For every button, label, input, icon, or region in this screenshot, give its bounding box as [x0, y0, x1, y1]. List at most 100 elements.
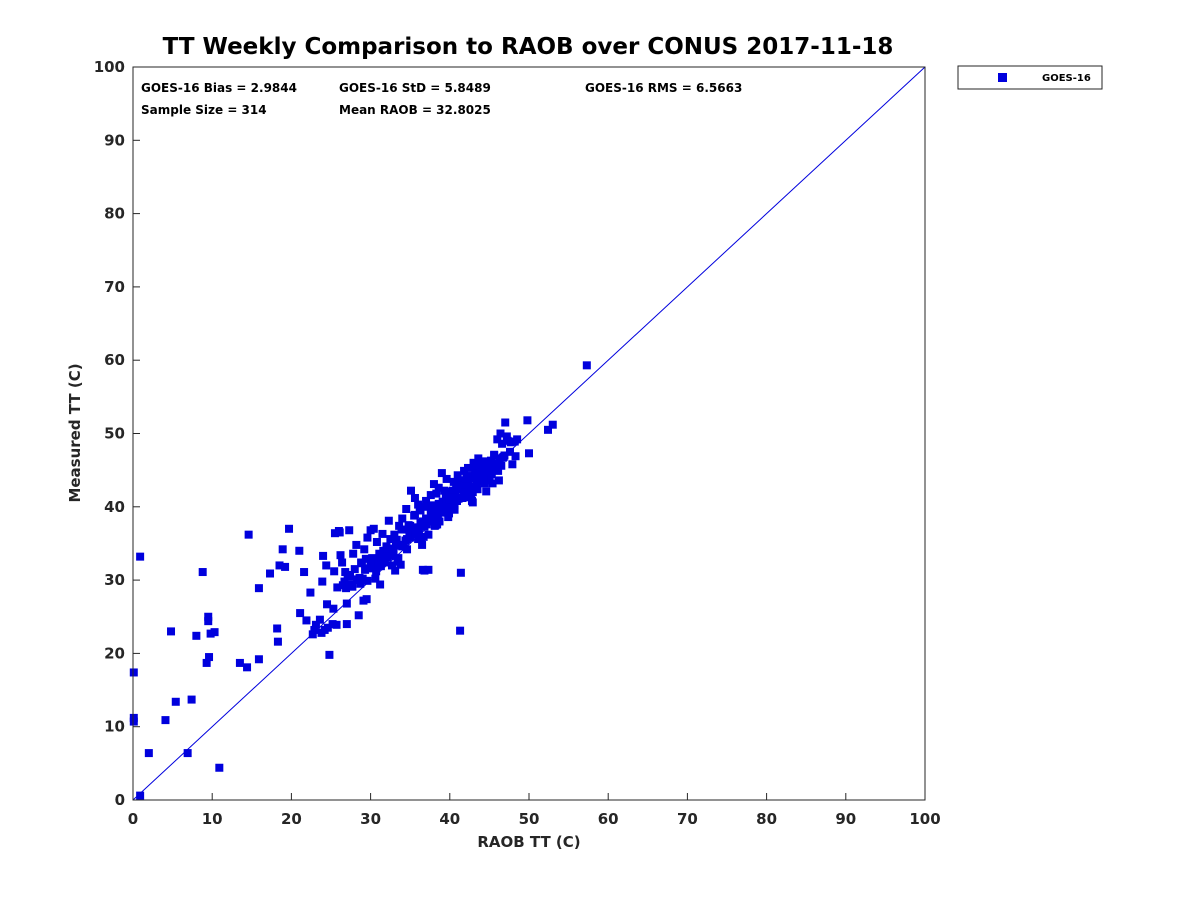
data-point — [382, 552, 391, 561]
data-point — [386, 535, 395, 544]
data-point — [336, 551, 345, 560]
data-point — [418, 540, 427, 549]
data-point — [456, 476, 465, 485]
data-point — [421, 502, 430, 511]
data-point — [434, 483, 443, 492]
y-tick-label: 10 — [104, 718, 125, 736]
data-point — [281, 562, 290, 571]
data-point — [342, 599, 351, 608]
data-point — [392, 535, 401, 544]
data-point — [161, 716, 170, 725]
data-point — [322, 561, 331, 570]
data-point — [474, 454, 483, 463]
data-point — [340, 577, 349, 586]
data-point — [422, 514, 431, 523]
data-point — [418, 565, 427, 574]
data-point — [411, 530, 420, 539]
x-axis-label: RAOB TT (C) — [477, 833, 580, 851]
data-point — [464, 463, 473, 472]
y-tick-label: 80 — [104, 205, 125, 223]
data-point — [424, 565, 433, 574]
data-point — [445, 495, 454, 504]
data-point — [424, 530, 433, 539]
data-point — [468, 498, 477, 507]
data-point — [215, 763, 224, 772]
data-point — [434, 499, 443, 508]
data-point — [210, 628, 219, 637]
data-point — [378, 529, 387, 538]
data-point — [500, 451, 509, 460]
legend-marker-goes-16 — [998, 73, 1007, 82]
data-point — [511, 452, 520, 461]
data-point — [361, 554, 370, 563]
data-point — [445, 508, 454, 517]
data-point — [494, 466, 503, 475]
x-axis-ticks: 0 10 20 30 40 50 60 70 80 90 100 — [128, 793, 941, 828]
x-tick-label: 40 — [439, 810, 460, 828]
data-point — [454, 481, 463, 490]
data-point — [285, 524, 294, 533]
data-point — [432, 507, 441, 516]
data-point — [332, 620, 341, 629]
data-point — [310, 625, 319, 634]
data-point — [329, 604, 338, 613]
data-point — [311, 620, 320, 629]
data-point — [416, 518, 425, 527]
data-point — [357, 559, 366, 568]
data-point — [254, 584, 263, 593]
y-axis-ticks: 0 10 20 30 40 50 60 70 80 90 100 — [94, 58, 140, 809]
data-point — [202, 658, 211, 667]
data-point — [198, 568, 207, 577]
data-point — [464, 488, 473, 497]
data-point — [275, 561, 284, 570]
data-point — [479, 457, 488, 466]
data-point — [498, 439, 507, 448]
data-point — [390, 530, 399, 539]
x-tick-label: 20 — [281, 810, 302, 828]
data-point — [136, 791, 145, 800]
data-point — [495, 454, 504, 463]
data-point — [325, 650, 334, 659]
data-point — [477, 468, 486, 477]
data-point — [508, 460, 517, 469]
data-point — [372, 537, 381, 546]
data-point — [345, 526, 354, 535]
data-point — [413, 523, 422, 532]
data-point — [486, 460, 495, 469]
data-point — [187, 695, 196, 704]
data-point — [167, 627, 176, 636]
data-point — [254, 655, 263, 664]
data-point — [414, 535, 423, 544]
data-point — [449, 477, 458, 486]
identity-reference-line — [132, 66, 926, 801]
y-axis-label: Measured TT (C) — [66, 363, 84, 502]
data-point — [462, 474, 471, 483]
data-point — [382, 542, 391, 551]
data-point — [306, 588, 315, 597]
data-point — [335, 528, 344, 537]
data-point — [273, 624, 282, 633]
data-point — [397, 525, 406, 534]
data-point — [348, 582, 357, 591]
data-point — [494, 476, 503, 485]
data-point — [363, 533, 372, 542]
y-tick-label: 90 — [104, 131, 125, 149]
data-point — [429, 501, 438, 510]
data-point — [441, 503, 450, 512]
data-point — [356, 579, 365, 588]
data-point — [422, 496, 431, 505]
data-point — [544, 425, 553, 434]
data-point — [360, 545, 369, 554]
data-point — [403, 545, 412, 554]
y-tick-label: 0 — [115, 791, 125, 809]
data-point — [354, 611, 363, 620]
data-point — [363, 576, 372, 585]
data-point — [437, 505, 446, 514]
y-tick-label: 40 — [104, 498, 125, 516]
data-point — [129, 717, 138, 726]
x-tick-label: 0 — [128, 810, 138, 828]
data-point — [513, 435, 522, 444]
data-point — [361, 565, 370, 574]
data-point — [490, 459, 499, 468]
